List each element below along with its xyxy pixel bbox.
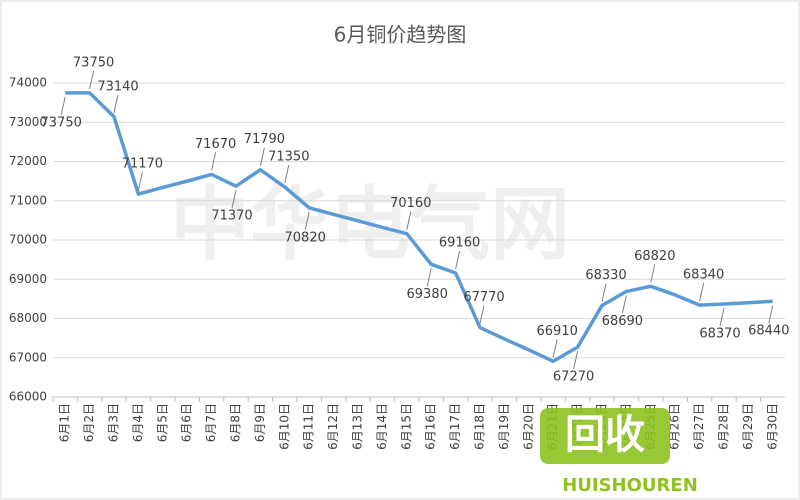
x-tick-label: 6月5日 xyxy=(155,403,169,442)
x-tick-label: 6月18日 xyxy=(473,403,487,450)
data-label: 73750 xyxy=(73,55,114,70)
label-leader xyxy=(259,147,265,166)
x-tick-label: 6月10日 xyxy=(277,403,291,450)
x-tick-label: 6月6日 xyxy=(180,403,194,442)
data-label: 67270 xyxy=(553,370,594,385)
x-tick-label: 6月11日 xyxy=(302,403,316,450)
label-leader xyxy=(304,211,310,230)
y-tick-label: 69000 xyxy=(9,272,47,286)
label-leader xyxy=(601,283,607,302)
data-label: 71790 xyxy=(244,132,285,147)
label-leader xyxy=(406,211,412,230)
x-tick-label: 6月17日 xyxy=(448,403,462,450)
label-leader xyxy=(573,351,579,370)
label-leader xyxy=(768,305,774,324)
x-tick-label: 6月2日 xyxy=(82,403,96,442)
label-leader xyxy=(89,70,95,89)
y-tick-label: 71000 xyxy=(9,193,47,207)
data-label: 71670 xyxy=(195,137,236,152)
data-label: 68440 xyxy=(748,324,789,339)
data-label: 73140 xyxy=(97,79,138,94)
label-leader xyxy=(699,283,705,302)
x-tick-label: 6月9日 xyxy=(253,403,267,442)
label-leader xyxy=(621,295,627,314)
x-tick-label: 6月14日 xyxy=(375,403,389,450)
label-leader xyxy=(552,339,558,358)
x-tick-label: 6月8日 xyxy=(229,403,243,442)
data-label: 71370 xyxy=(211,209,252,224)
label-leader xyxy=(455,250,461,270)
data-label: 67770 xyxy=(463,290,504,305)
label-leader xyxy=(479,305,485,324)
x-tick-label: 6月15日 xyxy=(399,403,413,450)
logo-box xyxy=(540,408,670,464)
data-label: 68690 xyxy=(602,314,643,329)
label-leader xyxy=(426,268,432,287)
x-tick-label: 6月3日 xyxy=(107,403,121,442)
y-tick-label: 67000 xyxy=(9,350,47,364)
data-label: 68820 xyxy=(634,249,675,264)
label-leader xyxy=(60,96,66,115)
label-leader xyxy=(137,171,143,191)
x-tick-label: 6月13日 xyxy=(351,403,365,450)
x-tick-label: 6月12日 xyxy=(326,403,340,450)
data-label: 71170 xyxy=(122,157,163,172)
label-leader xyxy=(650,264,656,283)
logo: 回收 HUISHOUREN xyxy=(540,408,698,496)
x-tick-label: 6月26日 xyxy=(668,403,682,450)
data-label: 70820 xyxy=(285,230,326,245)
label-leader xyxy=(211,152,217,171)
data-label: 69160 xyxy=(439,235,480,250)
data-label: 73750 xyxy=(41,115,82,130)
data-label: 68330 xyxy=(585,268,626,283)
y-tick-label: 73000 xyxy=(9,115,47,129)
label-leader xyxy=(113,94,119,113)
data-label: 70160 xyxy=(390,196,431,211)
x-tick-label: 6月1日 xyxy=(58,403,72,442)
x-tick-label: 6月19日 xyxy=(497,403,511,450)
y-tick-label: 74000 xyxy=(9,76,47,90)
label-leader xyxy=(231,190,237,209)
x-tick-label: 6月4日 xyxy=(131,403,145,442)
data-label: 66910 xyxy=(537,324,578,339)
x-tick-label: 6月28日 xyxy=(717,403,731,450)
logo-text: 回收 xyxy=(565,412,645,458)
x-tick-label: 6月30日 xyxy=(765,403,779,450)
data-label: 68370 xyxy=(699,326,740,341)
y-tick-label: 72000 xyxy=(9,154,47,168)
x-tick-label: 6月27日 xyxy=(692,403,706,450)
chart-title: 6月铜价趋势图 xyxy=(334,23,467,47)
y-tick-label: 66000 xyxy=(9,390,47,404)
label-leader xyxy=(719,307,725,327)
data-label: 69380 xyxy=(407,287,448,302)
logo-subtext: HUISHOUREN xyxy=(562,475,698,496)
x-tick-label: 6月16日 xyxy=(424,403,438,450)
y-tick-label: 70000 xyxy=(9,233,47,247)
y-tick-label: 68000 xyxy=(9,311,47,325)
x-tick-label: 6月7日 xyxy=(204,403,218,442)
data-label: 68340 xyxy=(683,268,724,283)
x-tick-label: 6月20日 xyxy=(521,403,535,450)
line xyxy=(65,91,773,364)
label-leader xyxy=(284,164,290,184)
data-label: 71350 xyxy=(268,150,309,165)
x-tick-label: 6月29日 xyxy=(741,403,755,450)
